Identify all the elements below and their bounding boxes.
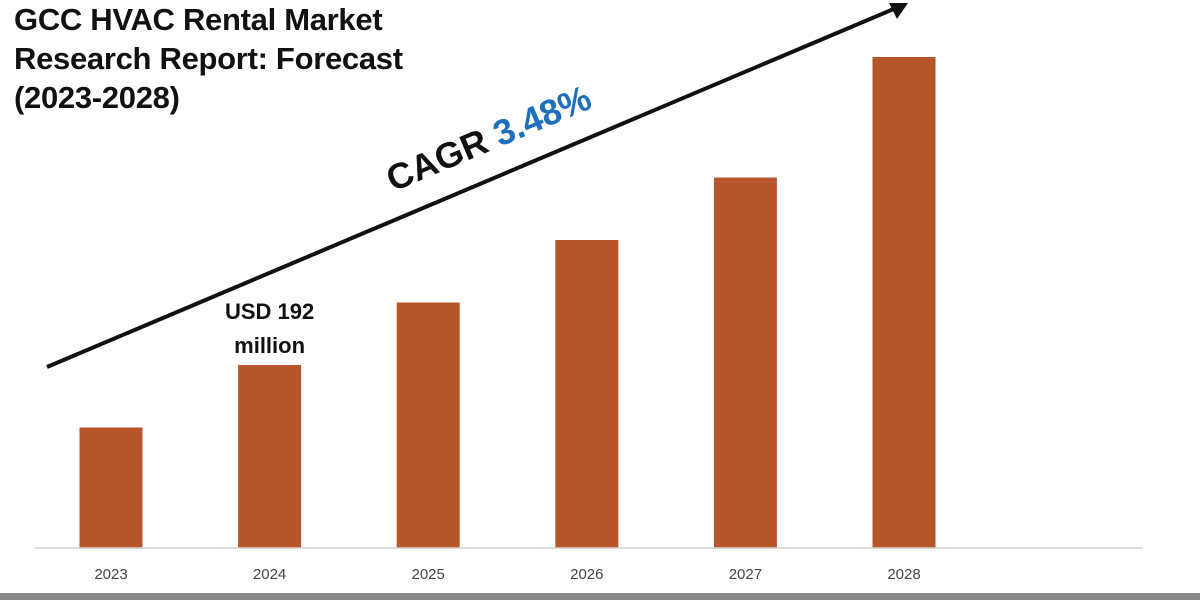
x-tick-label-2026: 2026 [570,566,603,583]
bar-2028 [872,57,936,548]
cagr-trend-arrow [46,3,908,369]
x-tick-label-2025: 2025 [412,566,445,583]
bar-2026 [555,240,619,548]
value-annotation-line-2: million [234,333,305,358]
x-tick-label-2024: 2024 [253,566,286,583]
bottom-divider [0,593,1200,600]
value-annotation-line-1: USD 192 [225,299,314,324]
x-tick-label-2028: 2028 [887,566,920,583]
chart-title-line-3: (2023-2028) [14,80,180,115]
cagr-arrow-line [46,6,897,369]
x-tick-labels: 2023 2024 2025 2026 2027 2028 [94,566,920,583]
chart-title-line-2: Research Report: Forecast [14,41,403,76]
chart-title-line-1: GCC HVAC Rental Market [14,2,383,37]
x-tick-label-2023: 2023 [94,566,127,583]
x-tick-label-2027: 2027 [729,566,762,583]
cagr-arrow-head [889,3,908,19]
bar-2027 [713,177,777,548]
value-annotation: USD 192 million [225,299,314,358]
bar-2023 [79,427,143,548]
chart-title: GCC HVAC Rental Market Research Report: … [14,0,494,117]
bars-layer [79,57,936,548]
cagr-prefix: CAGR [380,116,503,199]
bar-2025 [396,302,460,548]
bar-2024 [238,365,302,548]
